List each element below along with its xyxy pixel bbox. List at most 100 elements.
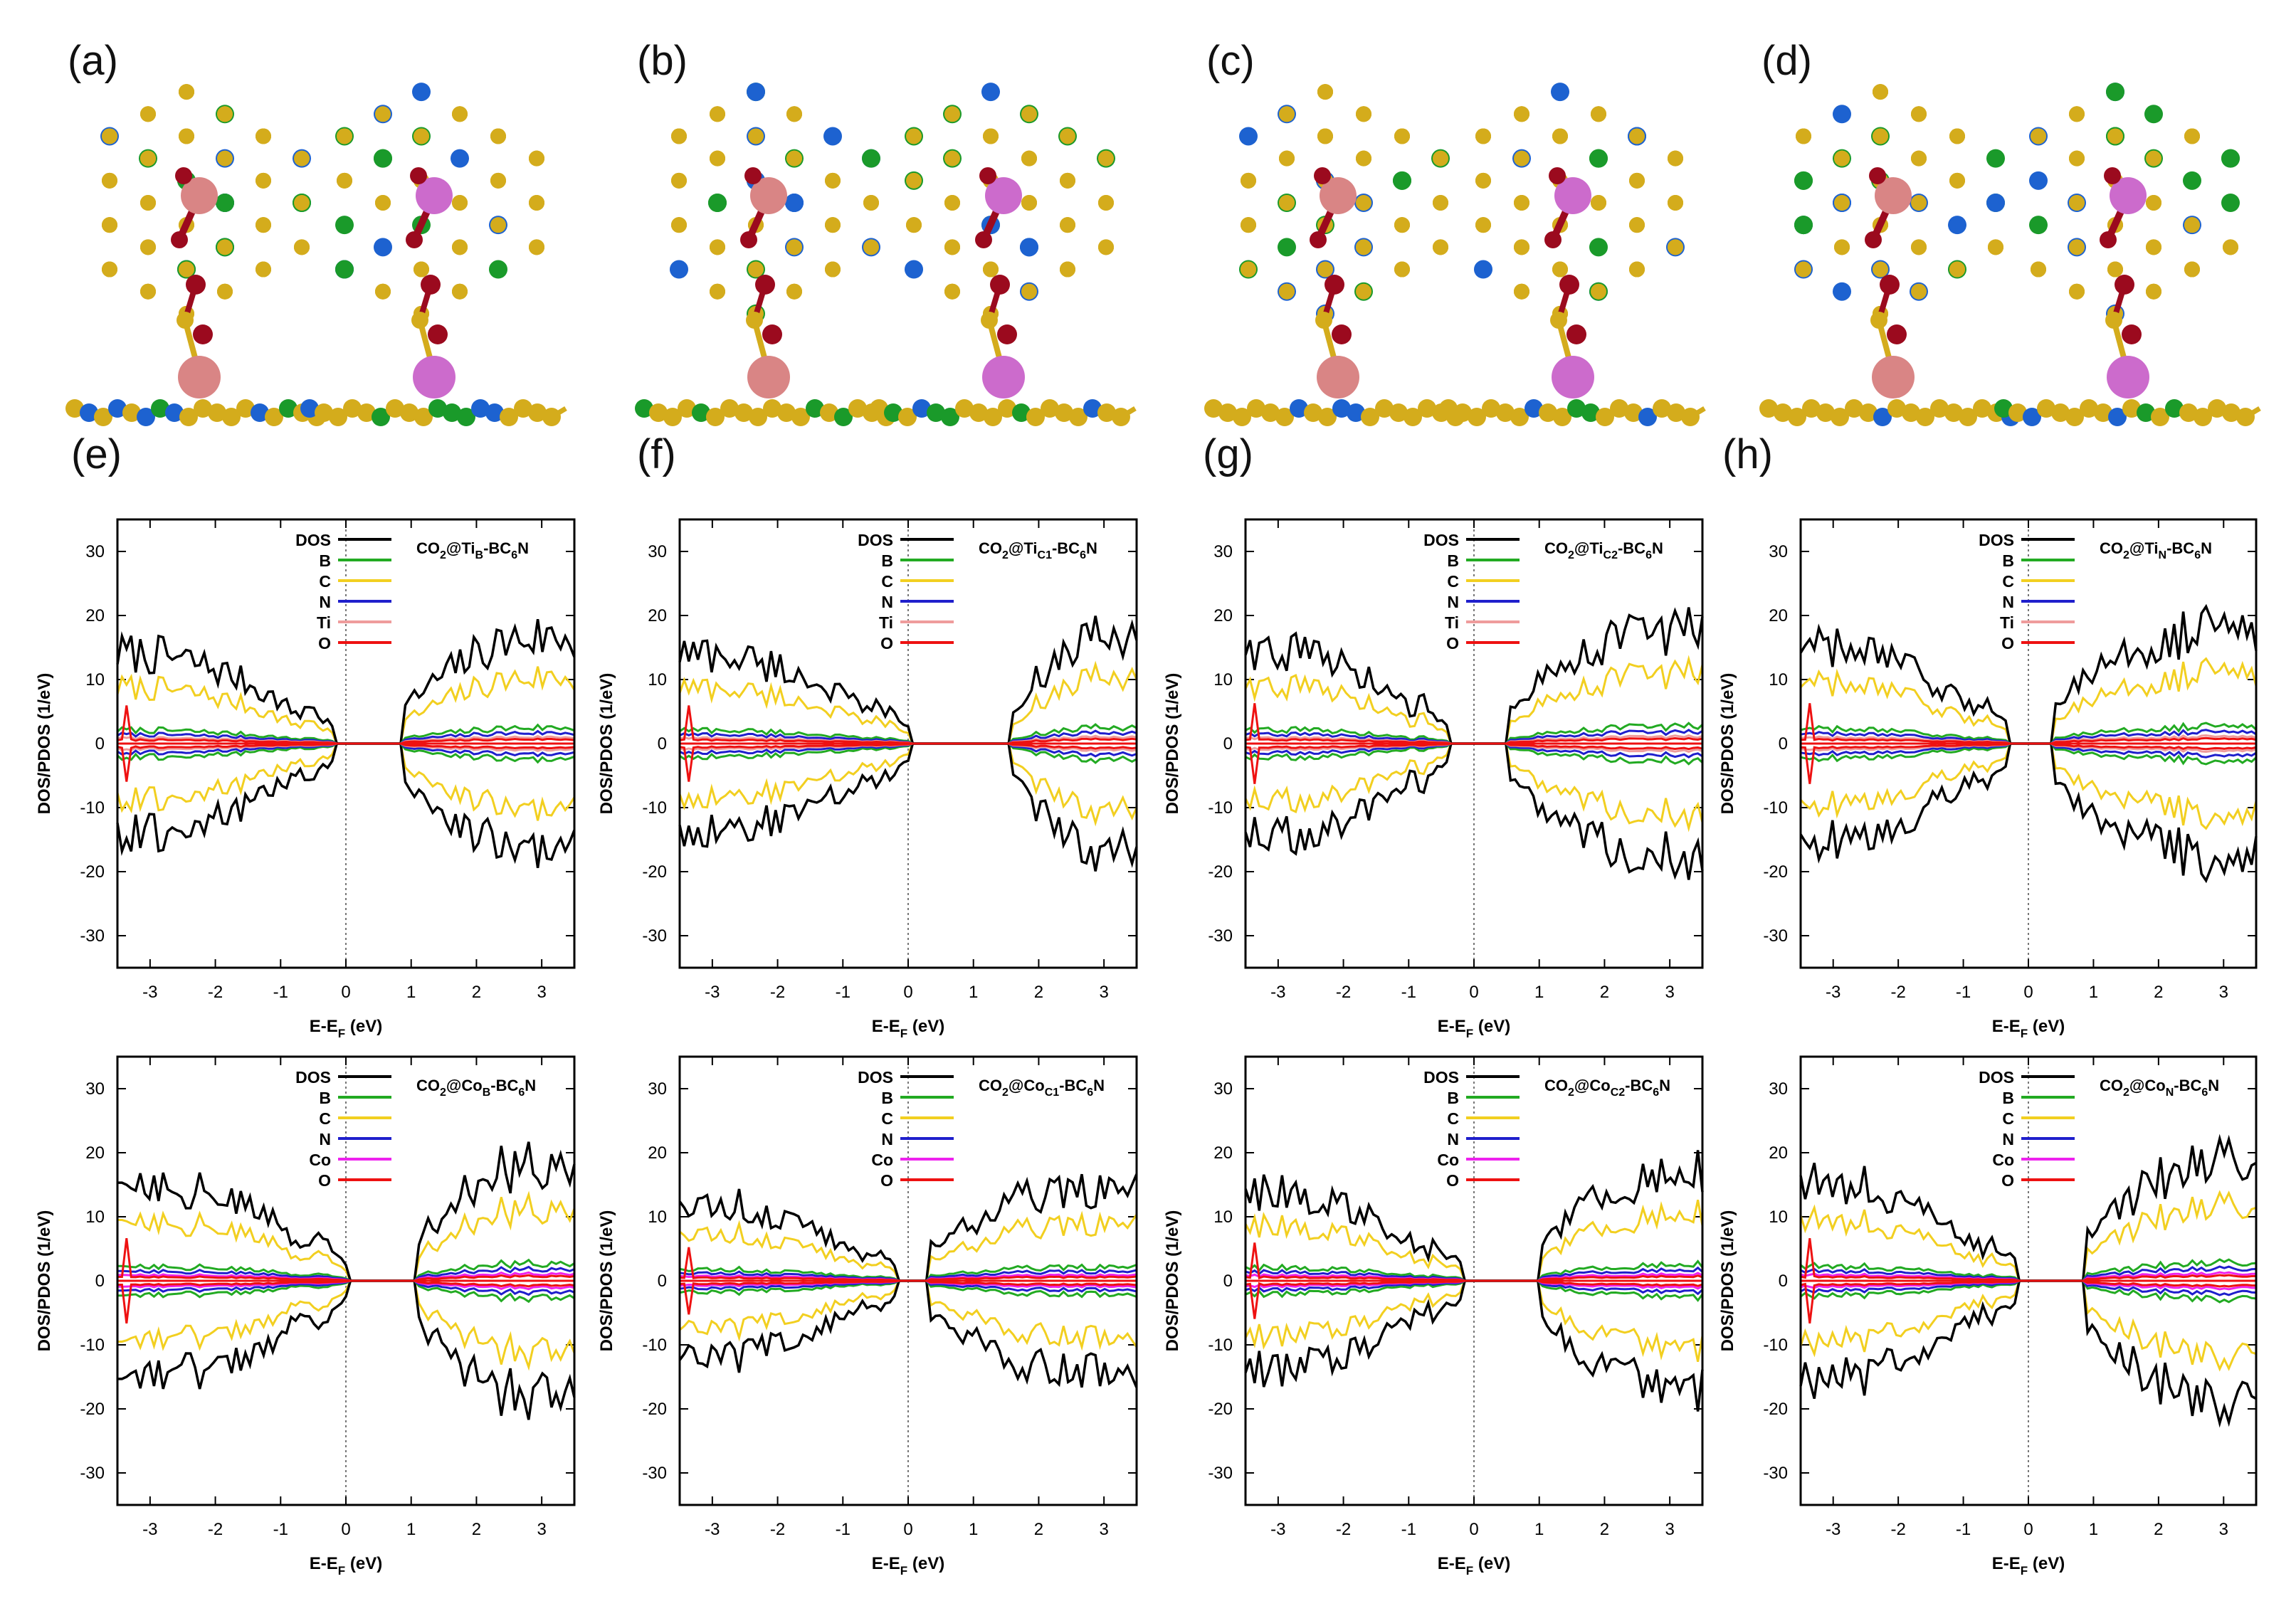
carbon-atom: [1591, 195, 1606, 211]
series-C-line: [678, 660, 1138, 745]
legend-label: B: [1447, 551, 1459, 570]
carbon-atom: [256, 128, 271, 144]
y-tick-label: 0: [1779, 734, 1788, 754]
series-DOS-line: [117, 1141, 576, 1282]
series-DOS-line: [117, 1279, 576, 1420]
carbon-atom: [102, 261, 117, 278]
legend-label: C: [1447, 572, 1459, 591]
carbon-atom: [2122, 399, 2141, 418]
carbon-atom: [1041, 399, 1059, 418]
carbon-atom: [1026, 408, 1045, 426]
carbon-atom: [1279, 106, 1295, 122]
y-tick-label: -20: [1763, 862, 1788, 882]
oxygen-atom: [193, 324, 213, 344]
carbon-atom: [1356, 283, 1371, 300]
y-axis-label: DOS/PDOS (1/eV): [1163, 1210, 1182, 1352]
legend: DOS BCN Ti O: [295, 531, 391, 652]
legend: DOS BCN Co O: [295, 1068, 391, 1190]
carbon-atom: [1870, 312, 1887, 329]
carbon-atom: [1596, 408, 1614, 426]
legend-label: DOS: [1979, 531, 2014, 549]
carbon-atom: [1668, 150, 1683, 167]
carbon-atom: [983, 128, 999, 144]
y-tick-label: -20: [80, 1400, 105, 1419]
carbon-atom: [315, 403, 333, 422]
boron-atom: [834, 408, 853, 426]
carbon-atom: [944, 239, 960, 255]
carbon-atom: [734, 403, 753, 422]
carbon-atom: [1668, 195, 1683, 211]
top-view-lattice: [335, 83, 544, 322]
series-C-line: [678, 742, 1138, 827]
legend-label: N: [881, 1130, 893, 1148]
carbon-atom: [2194, 408, 2212, 426]
nitrogen-atom: [1873, 408, 1892, 426]
legend-label: Ti: [1445, 613, 1459, 632]
y-tick-label: -10: [80, 798, 105, 818]
carbon-atom: [343, 399, 362, 418]
y-tick-label: -30: [1208, 1464, 1233, 1483]
x-tick-label: -1: [1401, 1520, 1416, 1539]
y-tick-label: -30: [642, 926, 667, 946]
carbon-atom: [1021, 106, 1037, 122]
carbon-atom: [1279, 195, 1295, 211]
carbon-atom: [1275, 408, 1294, 426]
x-tick-label: 2: [1600, 983, 1609, 1002]
carbon-atom: [1591, 106, 1606, 122]
legend-label: O: [318, 1171, 331, 1190]
oxygen-atom: [428, 324, 448, 344]
x-tick-label: -1: [1401, 983, 1416, 1002]
carbon-atom: [863, 195, 879, 211]
carbon-atom: [786, 106, 802, 122]
carbon-atom: [1318, 408, 1337, 426]
carbon-atom: [2094, 403, 2112, 422]
y-tick-label: -30: [80, 1464, 105, 1483]
metal-atom: [178, 356, 221, 398]
x-axis-label: E-EF (eV): [1438, 1017, 1510, 1040]
oxygen-atom: [975, 231, 992, 248]
legend-label: Co: [871, 1151, 893, 1169]
y-tick-label: -20: [642, 862, 667, 882]
x-tick-label: 1: [1534, 1520, 1544, 1539]
carbon-atom: [1060, 172, 1075, 189]
legend-label: O: [880, 634, 893, 652]
oxygen-atom: [1559, 275, 1579, 295]
boron-atom: [1986, 149, 2005, 168]
carbon-atom: [1356, 106, 1371, 122]
x-tick-label: -1: [1956, 983, 1971, 1002]
x-tick-label: 0: [903, 1520, 912, 1539]
plot-frame: [1244, 1055, 1704, 1506]
x-tick-label: -3: [705, 983, 720, 1002]
carbon-atom: [1218, 403, 1237, 422]
boron-atom: [692, 403, 710, 422]
carbon-atom: [1834, 239, 1850, 255]
carbon-atom: [2223, 239, 2238, 255]
carbon-atom: [1315, 312, 1332, 329]
top-view-lattice: [905, 83, 1115, 322]
carbon-atom: [1949, 172, 1965, 189]
legend-label: B: [881, 551, 893, 570]
oxygen-atom: [1566, 324, 1586, 344]
legend-label: C: [881, 1109, 893, 1128]
carbon-atom: [998, 399, 1016, 418]
x-tick-label: -2: [1336, 983, 1351, 1002]
top-view-lattice: [1474, 83, 1685, 322]
y-tick-label: -20: [642, 1400, 667, 1419]
x-axis-label: E-EF (eV): [1438, 1554, 1510, 1578]
carbon-atom: [1394, 261, 1410, 278]
boron-atom: [1794, 171, 1813, 190]
carbon-atom: [1304, 403, 1322, 422]
carbon-atom: [2107, 261, 2123, 278]
carbon-atom: [102, 217, 117, 233]
carbon-atom: [671, 128, 687, 144]
carbon-atom: [1055, 403, 1073, 422]
nitrogen-atom: [1524, 399, 1543, 418]
oxygen-atom: [1332, 324, 1352, 344]
y-tick-label: 30: [1769, 542, 1788, 561]
top-view-lattice: [100, 84, 311, 322]
legend-label: DOS: [295, 531, 331, 549]
carbon-atom: [825, 172, 841, 189]
carbon-atom: [1973, 399, 1991, 418]
boron-atom: [428, 399, 447, 418]
